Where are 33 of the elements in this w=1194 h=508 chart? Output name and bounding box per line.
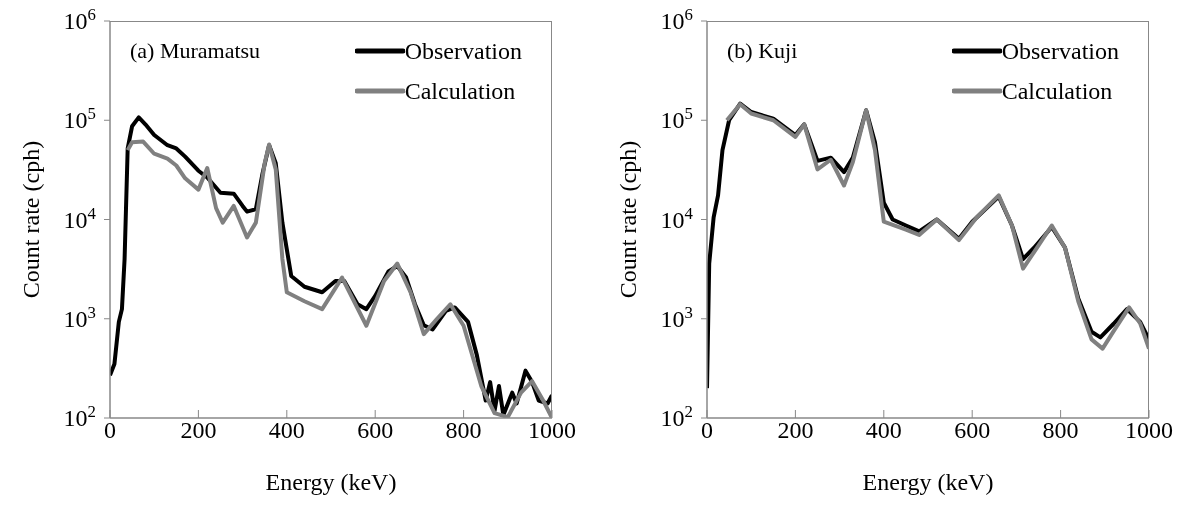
y-tick-label: 10$^{4}$ bbox=[63, 203, 97, 233]
y-tick-label: 10$^{5}$ bbox=[63, 103, 96, 134]
y-tick-label: 10$^{2}$ bbox=[63, 401, 96, 431]
x-tick-label: 800 bbox=[1042, 417, 1079, 443]
x-tick-label: 400 bbox=[865, 417, 902, 443]
legend-label: Calculation bbox=[404, 77, 516, 106]
y-tick-label: 10$^{5}$ bbox=[660, 103, 693, 134]
legend-label: Calculation bbox=[1001, 77, 1113, 106]
x-tick-label: 800 bbox=[445, 417, 482, 443]
y-tick-label: 10$^{6}$ bbox=[63, 4, 96, 34]
text: (a) Muramatsu bbox=[130, 38, 261, 64]
y-tick-label: 10$^{6}$ bbox=[660, 4, 693, 34]
x-axis-title: Energy (keV) bbox=[265, 469, 397, 495]
y-tick-label: 10$^{3}$ bbox=[63, 302, 96, 332]
x-tick-label: 0 bbox=[104, 417, 116, 443]
y-tick-label: 10$^{3}$ bbox=[660, 302, 693, 332]
x-axis-title: Energy (keV) bbox=[862, 469, 994, 495]
x-tick-label: 0 bbox=[701, 417, 713, 443]
x-tick-label: 600 bbox=[357, 417, 394, 443]
legend-label: Observation bbox=[1001, 37, 1119, 66]
text: (b) Kuji bbox=[727, 38, 798, 64]
y-axis-title: Count rate (cph) bbox=[614, 140, 641, 299]
legend-label: Observation bbox=[404, 37, 522, 66]
y-tick-label: 10$^{4}$ bbox=[660, 203, 694, 233]
x-tick-label: 600 bbox=[954, 417, 991, 443]
x-tick-label: 400 bbox=[268, 417, 305, 443]
x-tick-label: 200 bbox=[777, 417, 814, 443]
x-tick-label: 1000 bbox=[528, 417, 576, 443]
x-tick-label: 1000 bbox=[1125, 417, 1173, 443]
x-tick-label: 200 bbox=[180, 417, 217, 443]
y-axis-title: Count rate (cph) bbox=[17, 140, 44, 299]
line-series bbox=[724, 102, 1149, 351]
y-tick-label: 10$^{2}$ bbox=[660, 401, 693, 431]
